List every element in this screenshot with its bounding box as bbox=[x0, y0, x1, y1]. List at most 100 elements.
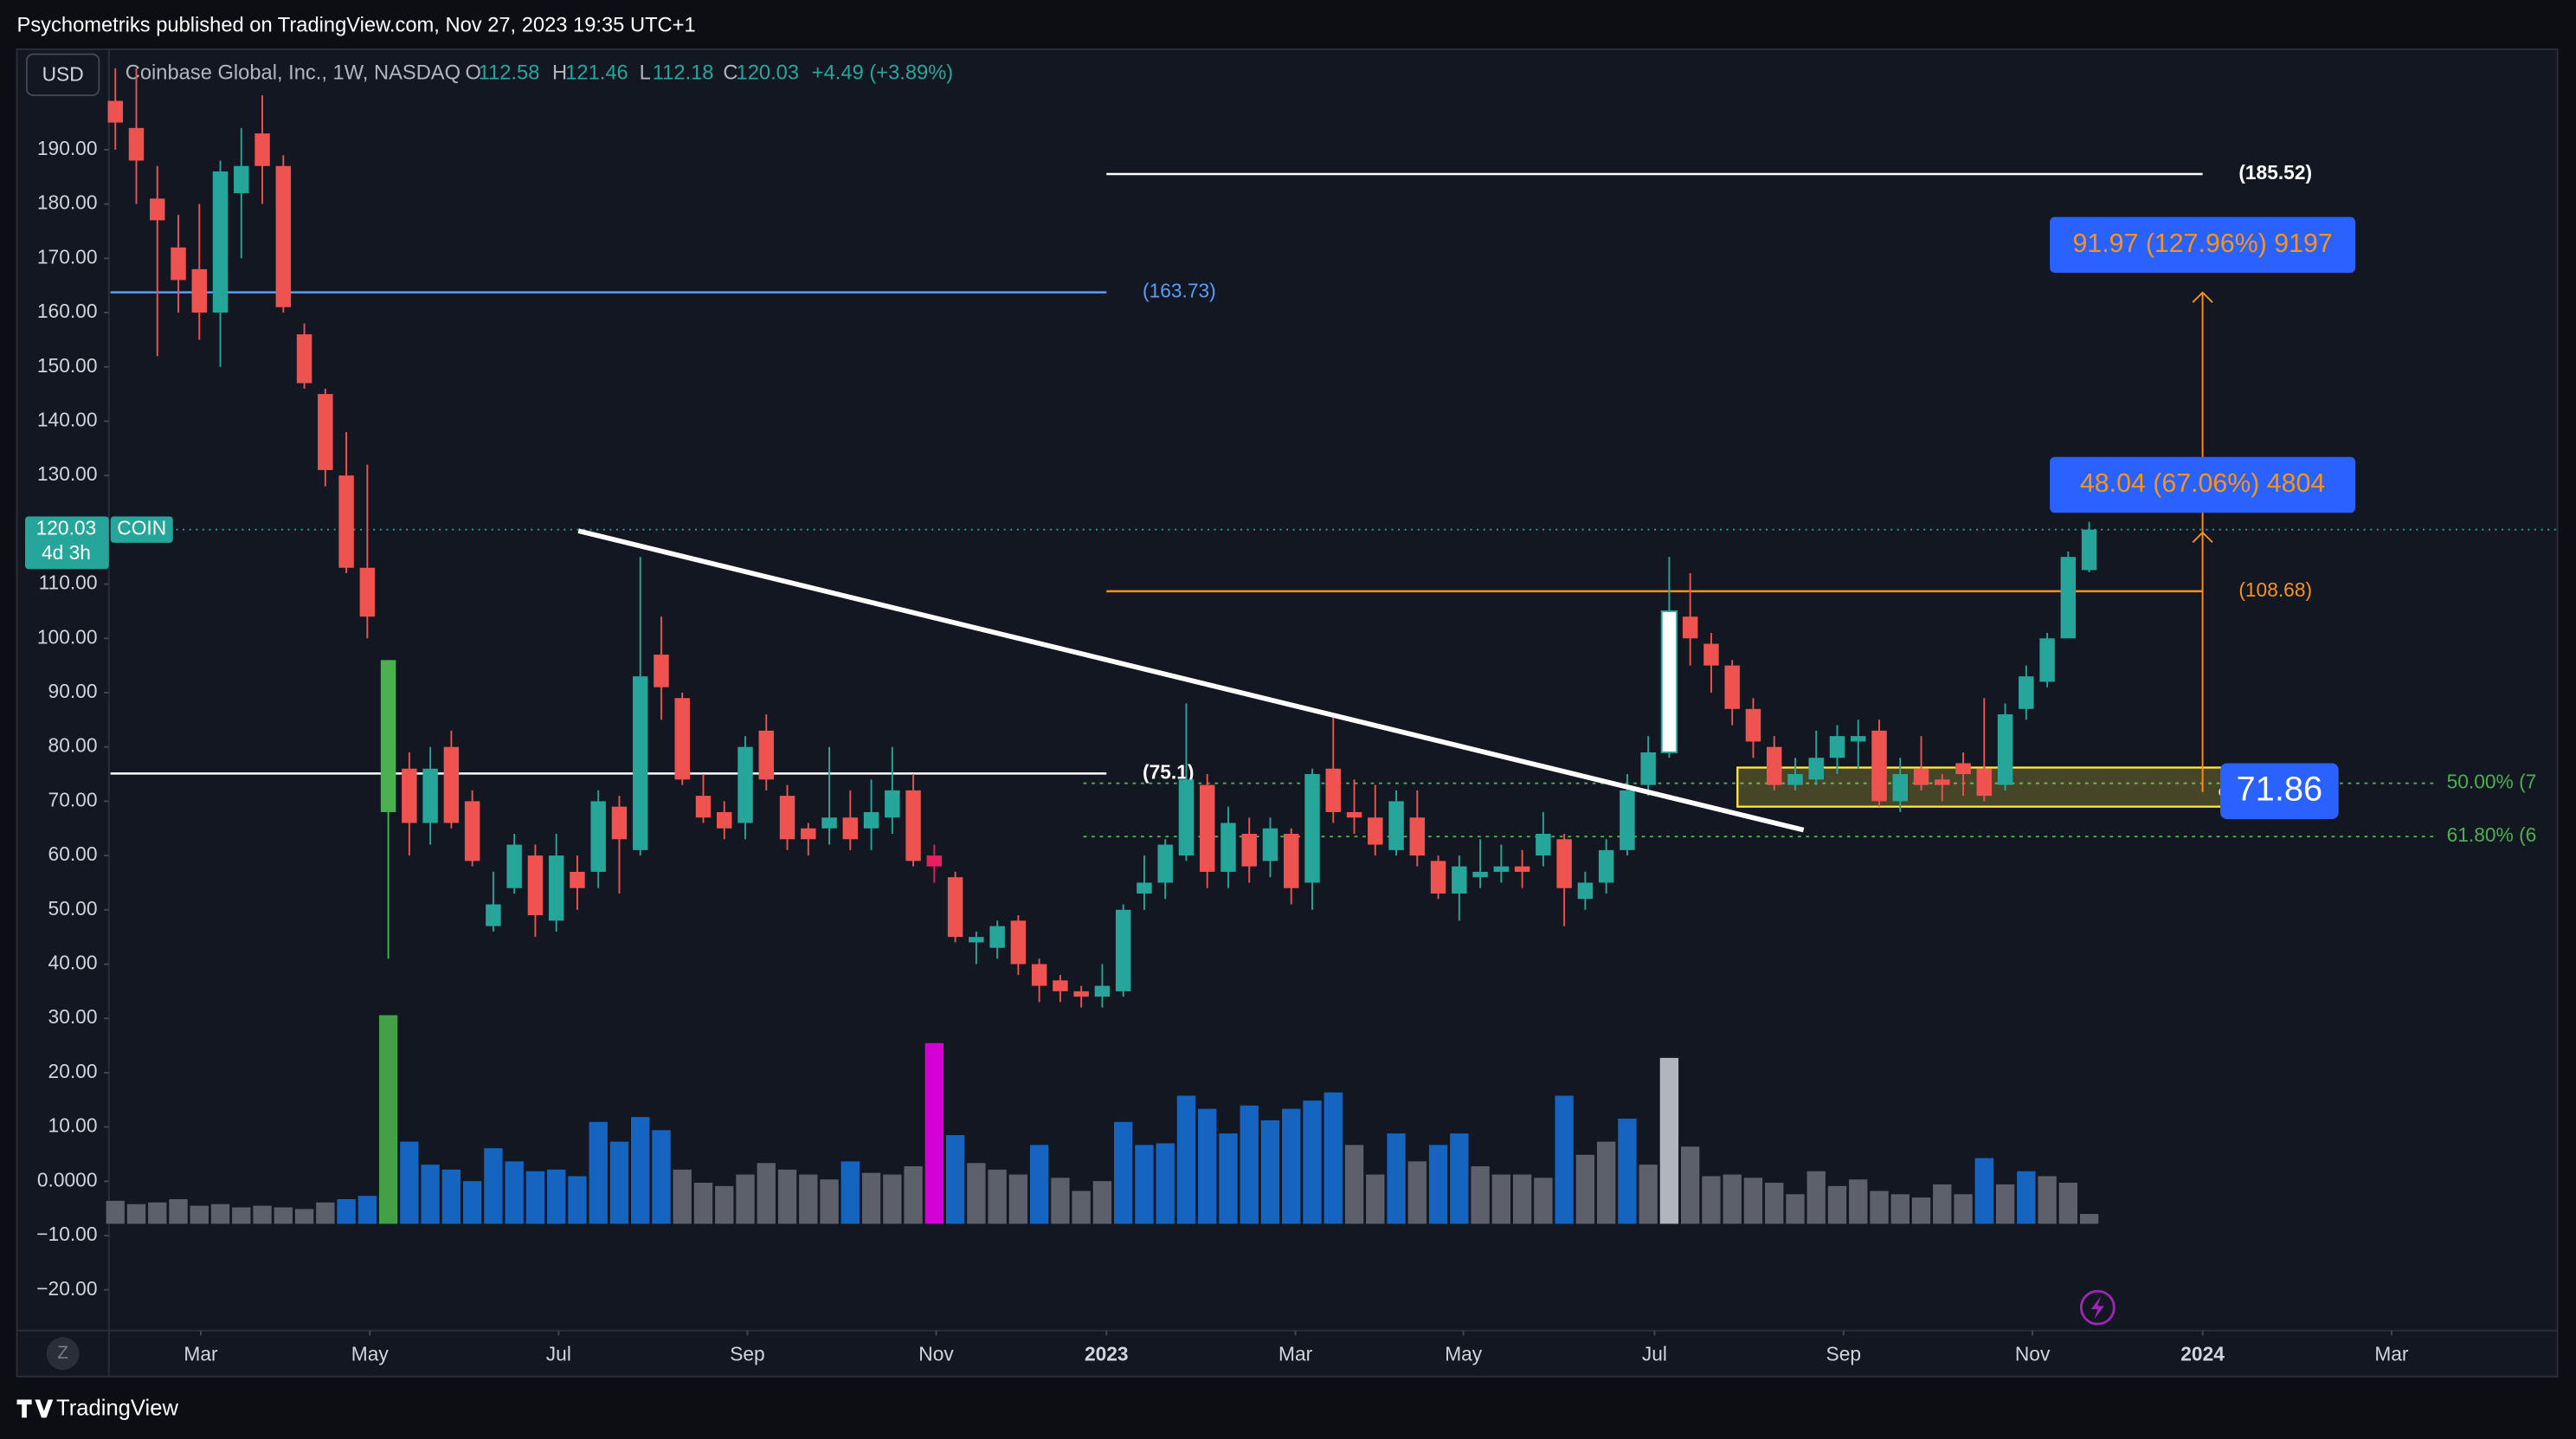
candle-body bbox=[464, 801, 480, 861]
volume-bar bbox=[441, 1169, 461, 1224]
volume-bar bbox=[883, 1174, 902, 1224]
candle-body bbox=[758, 730, 775, 780]
projection-label: 91.97 (127.96%) 9197 bbox=[2072, 229, 2332, 258]
volume-bar bbox=[2038, 1176, 2057, 1224]
volume-bar bbox=[945, 1135, 965, 1224]
volume-bar bbox=[757, 1163, 776, 1224]
candle-body bbox=[1346, 811, 1362, 818]
x-tick-label: Jul bbox=[546, 1342, 571, 1365]
y-tick-label: 160.00 bbox=[37, 300, 98, 322]
volume-bar bbox=[1974, 1158, 1993, 1224]
candle-body bbox=[969, 937, 984, 943]
symbol: Coinbase Global, Inc., 1W, NASDAQ bbox=[126, 62, 460, 85]
candle-body bbox=[1976, 768, 1993, 797]
horizontal-line-label: (185.52) bbox=[2238, 161, 2312, 184]
volume-bar bbox=[1282, 1108, 1301, 1224]
legend-value: 112.18 bbox=[653, 62, 714, 85]
candle-body bbox=[1640, 752, 1656, 785]
candle-body bbox=[1724, 665, 1740, 709]
candle-body bbox=[1745, 708, 1761, 742]
volume-bar bbox=[421, 1165, 440, 1224]
volume-bar bbox=[1534, 1178, 1553, 1224]
y-tick-label: 90.00 bbox=[48, 680, 98, 702]
x-tick-label: Nov bbox=[2015, 1342, 2051, 1365]
candle-body bbox=[486, 904, 501, 926]
candle-body bbox=[1851, 736, 1866, 742]
y-tick-label: 190.00 bbox=[37, 137, 98, 159]
candle-body bbox=[107, 100, 123, 123]
x-tick-label: Sep bbox=[1826, 1342, 1861, 1365]
volume-bar bbox=[400, 1141, 419, 1224]
y-tick-label: 130.00 bbox=[37, 462, 98, 485]
x-tick-label: May bbox=[351, 1342, 390, 1365]
candle-body bbox=[1368, 817, 1383, 845]
volume-bar bbox=[547, 1169, 566, 1224]
volume-bar bbox=[484, 1148, 503, 1224]
volume-bar bbox=[1029, 1145, 1049, 1224]
volume-bar bbox=[1135, 1145, 1154, 1224]
volume-bar bbox=[210, 1203, 230, 1224]
candle-body bbox=[1241, 834, 1257, 867]
volume-bar bbox=[253, 1205, 272, 1224]
symbol-tag-label: COIN bbox=[117, 517, 166, 539]
legend-value: 120.03 bbox=[737, 62, 800, 85]
candle-body bbox=[1262, 828, 1278, 861]
y-tick-label: 50.00 bbox=[48, 897, 98, 920]
horizontal-line-label: (108.68) bbox=[2238, 578, 2312, 601]
candle-body bbox=[1682, 616, 1698, 639]
candle-body bbox=[1829, 736, 1845, 758]
volume-bar bbox=[924, 1042, 944, 1224]
volume-bar bbox=[232, 1207, 251, 1224]
volume-bar bbox=[337, 1199, 356, 1224]
candle-body bbox=[402, 768, 417, 823]
volume-bar bbox=[988, 1169, 1007, 1224]
candle-body bbox=[1598, 849, 1614, 883]
timezone-button[interactable] bbox=[46, 1337, 80, 1371]
candle-body bbox=[1871, 730, 1887, 802]
volume-bar bbox=[1051, 1178, 1070, 1224]
volume-bar bbox=[589, 1121, 608, 1224]
volume-bar bbox=[1681, 1146, 1700, 1224]
price-tag bbox=[25, 516, 109, 570]
candle-body bbox=[1787, 774, 1803, 785]
volume-bar bbox=[2058, 1183, 2078, 1224]
candle-body bbox=[275, 165, 292, 307]
volume-bar bbox=[568, 1176, 587, 1224]
candle-body bbox=[1304, 774, 1320, 883]
currency[interactable]: USD bbox=[42, 62, 84, 85]
candle-body bbox=[947, 877, 963, 938]
volume-bar bbox=[1428, 1145, 1448, 1224]
legend-change: +4.49 (+3.89%) bbox=[812, 62, 953, 85]
projection-label-box bbox=[2050, 216, 2356, 274]
candle-body bbox=[1452, 866, 1467, 894]
volume-bar bbox=[1639, 1165, 1658, 1224]
volume-bar bbox=[1471, 1166, 1490, 1224]
currency-button[interactable] bbox=[25, 53, 100, 96]
volume-bar bbox=[777, 1169, 797, 1224]
candle-body bbox=[1493, 866, 1510, 872]
y-tick-label: 100.00 bbox=[37, 625, 98, 648]
candle-body bbox=[611, 806, 628, 840]
volume-bar bbox=[1849, 1179, 1868, 1224]
projection-label: 48.04 (67.06%) 4804 bbox=[2080, 469, 2325, 498]
candle-body bbox=[1053, 980, 1068, 991]
candle-body bbox=[191, 268, 208, 313]
alert-icon[interactable] bbox=[2079, 1289, 2116, 1326]
candle-body bbox=[590, 801, 606, 872]
volume-bar bbox=[525, 1171, 545, 1224]
timezone-label[interactable]: Z bbox=[57, 1343, 68, 1363]
candle-body bbox=[989, 926, 1005, 948]
candle-body bbox=[1031, 964, 1047, 986]
y-tick-label: 30.00 bbox=[48, 1005, 98, 1028]
y-tick-label: 20.00 bbox=[48, 1060, 98, 1082]
candle-body bbox=[821, 817, 837, 829]
volume-bar bbox=[126, 1203, 146, 1224]
price-tag-countdown: 4d 3h bbox=[42, 541, 91, 564]
candle-body bbox=[296, 334, 312, 384]
publisher: Psychometriks published on TradingView.c… bbox=[17, 15, 696, 37]
y-tick-label: 110.00 bbox=[39, 571, 98, 594]
candle-body bbox=[654, 655, 669, 687]
candle-body bbox=[1766, 746, 1782, 785]
y-tick-label: 180.00 bbox=[37, 191, 98, 214]
